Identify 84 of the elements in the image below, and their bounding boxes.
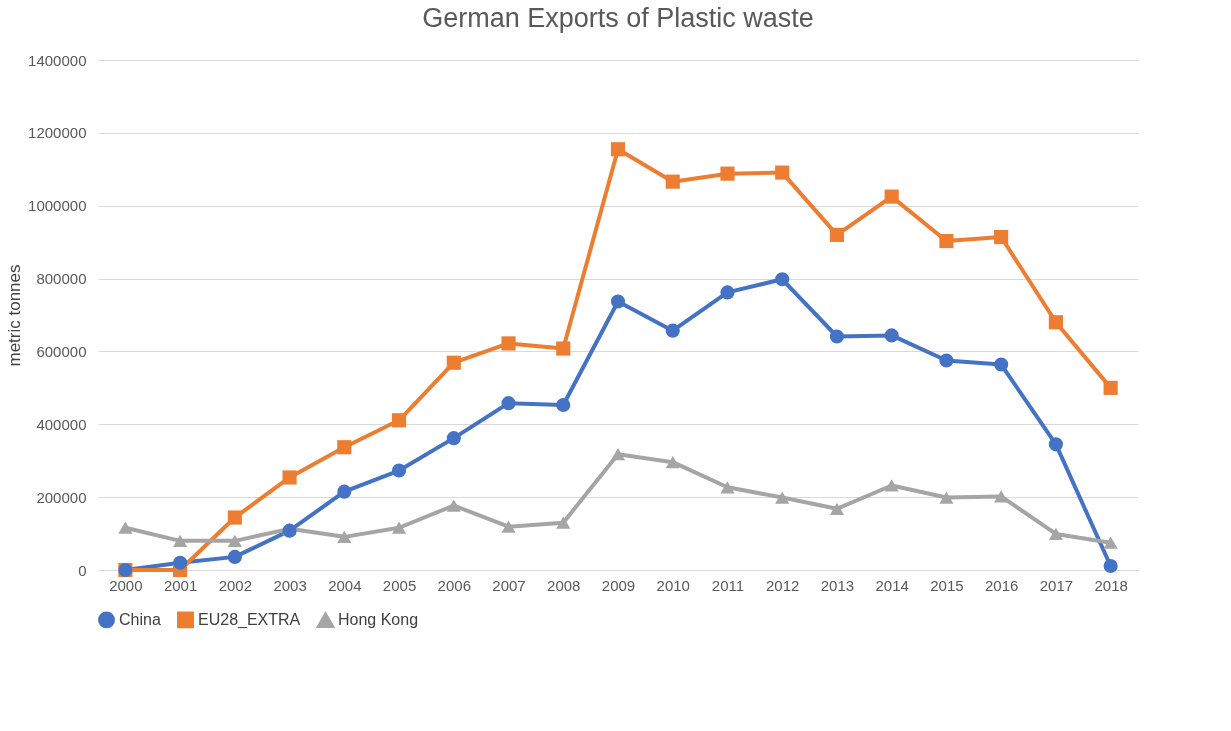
point xyxy=(884,479,899,492)
x-tick-label: 2008 xyxy=(547,576,581,594)
point xyxy=(884,328,899,343)
point xyxy=(227,510,242,525)
point xyxy=(775,272,790,287)
legend-label: Hong Kong xyxy=(338,611,419,629)
point xyxy=(939,491,954,504)
point xyxy=(829,329,845,344)
y-tick-label: 0 xyxy=(78,561,87,579)
point xyxy=(610,142,626,157)
point xyxy=(282,470,297,485)
y-tick-label: 1200000 xyxy=(28,124,87,142)
point xyxy=(829,227,845,242)
x-tick-label: 2018 xyxy=(1094,576,1128,594)
point xyxy=(1103,558,1118,574)
point xyxy=(1048,437,1063,452)
x-tick-label: 2016 xyxy=(984,576,1019,594)
point xyxy=(227,534,242,547)
point xyxy=(775,491,790,504)
y-tick-label: 200000 xyxy=(36,488,87,506)
point xyxy=(337,530,352,543)
point xyxy=(173,534,188,547)
x-tick-label: 2003 xyxy=(273,576,307,594)
point xyxy=(1048,527,1063,541)
point xyxy=(610,448,626,461)
x-tick-label: 2015 xyxy=(930,576,964,594)
x-tick-label: 2005 xyxy=(382,576,417,594)
point xyxy=(391,521,407,534)
point xyxy=(556,516,571,529)
point xyxy=(556,397,571,413)
point xyxy=(391,413,407,428)
point xyxy=(775,165,790,180)
x-tick-label: 2013 xyxy=(820,576,855,594)
x-tick-label: 2012 xyxy=(766,576,800,594)
y-tick-label: 800000 xyxy=(36,270,87,288)
point xyxy=(939,233,954,249)
point xyxy=(556,341,571,356)
legend-label: China xyxy=(119,610,161,628)
point xyxy=(829,502,845,515)
chart-title: German Exports of Plastic waste xyxy=(422,3,814,33)
x-tick-label: 2000 xyxy=(109,576,143,594)
point xyxy=(446,431,461,446)
point xyxy=(665,456,680,469)
y-tick-label: 1000000 xyxy=(28,197,87,215)
point xyxy=(391,463,407,478)
x-tick-label: 2002 xyxy=(218,576,253,594)
x-tick-label: 2009 xyxy=(601,576,636,594)
x-tick-label: 2014 xyxy=(875,576,909,594)
point xyxy=(994,229,1009,245)
point xyxy=(720,285,735,300)
x-tick-label: 2004 xyxy=(328,576,362,594)
point xyxy=(994,490,1009,503)
x-tick-label: 2006 xyxy=(437,576,471,594)
point xyxy=(337,484,352,499)
point xyxy=(665,174,680,189)
point xyxy=(610,294,626,309)
x-tick-label: 2011 xyxy=(711,576,745,594)
legend-label: EU28_EXTRA xyxy=(198,610,301,629)
point xyxy=(446,499,461,512)
point xyxy=(994,357,1009,372)
point xyxy=(227,549,242,564)
point xyxy=(665,323,680,338)
y-tick-label: 1400000 xyxy=(28,51,87,69)
point xyxy=(173,555,188,570)
x-tick-label: 2001 xyxy=(163,576,198,594)
x-tick-label: 2007 xyxy=(492,576,526,594)
point xyxy=(501,520,516,533)
x-tick-label: 2017 xyxy=(1039,576,1074,594)
point xyxy=(720,481,735,494)
y-tick-label: 600000 xyxy=(36,342,87,360)
point xyxy=(501,336,516,351)
point xyxy=(446,355,461,370)
y-axis-title: metric tonnes xyxy=(5,264,25,367)
point xyxy=(1048,315,1063,330)
point xyxy=(1103,536,1118,549)
point xyxy=(337,440,352,455)
point xyxy=(118,521,133,534)
y-tick-label: 400000 xyxy=(36,415,87,433)
point xyxy=(939,353,954,368)
point xyxy=(884,189,899,204)
x-tick-label: 2010 xyxy=(656,576,690,594)
point xyxy=(1103,380,1118,395)
point xyxy=(720,166,735,181)
point xyxy=(501,396,516,411)
